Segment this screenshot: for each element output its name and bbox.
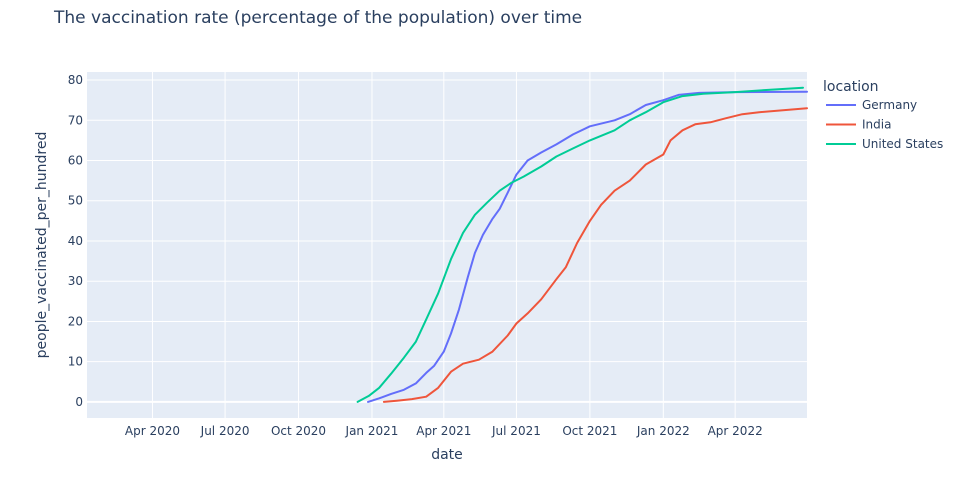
x-tick-label: Jul 2020 bbox=[200, 424, 250, 438]
y-tick-label: 60 bbox=[68, 154, 83, 168]
y-tick-label: 40 bbox=[68, 234, 83, 248]
series-lines bbox=[356, 86, 808, 403]
legend-title: location bbox=[823, 79, 879, 95]
x-tick-label: Apr 2021 bbox=[416, 424, 471, 438]
y-tick-label: 10 bbox=[68, 355, 83, 369]
legend-label-united-states: United States bbox=[862, 137, 943, 151]
y-tick-label: 70 bbox=[68, 113, 83, 127]
x-tick-label: Jan 2021 bbox=[345, 424, 399, 438]
plot-area bbox=[87, 72, 807, 418]
x-axis-title: date bbox=[431, 447, 463, 463]
y-tick-label: 50 bbox=[68, 194, 83, 208]
y-axis-title: people_vaccinated_per_hundred bbox=[34, 132, 50, 359]
grid-lines bbox=[87, 72, 807, 418]
legend-label-india: India bbox=[862, 118, 891, 132]
series-line-india bbox=[382, 107, 808, 403]
y-tick-label: 30 bbox=[68, 274, 83, 288]
series-line-united-states bbox=[356, 86, 804, 403]
y-tick-label: 20 bbox=[68, 314, 83, 328]
series-line-germany bbox=[367, 90, 808, 403]
x-tick-label: Apr 2020 bbox=[125, 424, 180, 438]
x-tick-label: Oct 2021 bbox=[562, 424, 617, 438]
x-axis-ticks: Apr 2020 Jul 2020 Oct 2020 Jan 2021 Apr 2021… bbox=[125, 424, 763, 438]
y-tick-label: 80 bbox=[68, 73, 83, 87]
x-tick-label: Apr 2022 bbox=[708, 424, 763, 438]
legend-label-germany: Germany bbox=[862, 98, 917, 112]
x-tick-label: Oct 2020 bbox=[271, 424, 326, 438]
y-tick-label: 0 bbox=[75, 395, 83, 409]
x-tick-label: Jul 2021 bbox=[491, 424, 541, 438]
x-tick-label: Jan 2022 bbox=[636, 424, 690, 438]
legend: location Germany India United States bbox=[823, 79, 943, 151]
y-axis-ticks: 0 10 20 30 40 50 60 70 80 bbox=[68, 73, 83, 409]
chart-title: The vaccination rate (percentage of the … bbox=[53, 8, 582, 28]
